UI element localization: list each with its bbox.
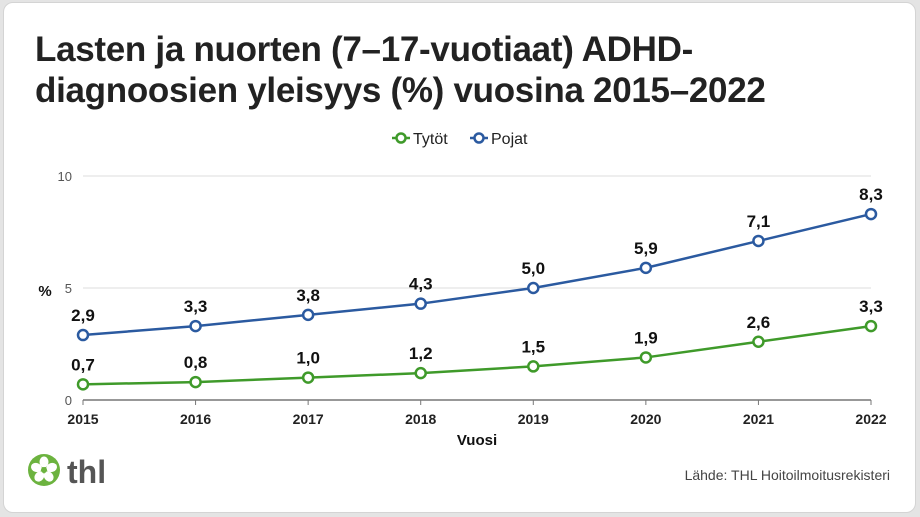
x-axis-title: Vuosi (457, 432, 497, 449)
data-point (864, 319, 878, 333)
data-point (414, 366, 427, 380)
data-point (527, 281, 540, 295)
data-point (301, 371, 315, 384)
legend-label: Tytöt (413, 131, 448, 148)
data-label: 4,3 (409, 275, 433, 294)
x-tick-label: 2015 (67, 411, 98, 427)
thl-logo: thl (27, 453, 127, 498)
x-tick-label: 2019 (518, 411, 549, 427)
data-label: 5,9 (634, 239, 658, 258)
data-point (414, 297, 427, 310)
data-point (752, 335, 765, 349)
source-note: Lähde: THL Hoitoilmoitusrekisteri (684, 467, 890, 483)
data-label: 0,7 (71, 355, 95, 374)
chart-title: Lasten ja nuorten (7–17-vuotiaat) ADHD- … (35, 29, 895, 111)
data-label: 2,6 (747, 313, 771, 332)
data-point (189, 319, 202, 333)
chart-card: Lasten ja nuorten (7–17-vuotiaat) ADHD- … (3, 2, 916, 513)
data-point (639, 261, 653, 275)
y-tick-label: 5 (65, 281, 72, 296)
data-label: 3,3 (184, 297, 208, 316)
data-point (76, 328, 90, 342)
series-line (82, 324, 872, 386)
legend-marker (395, 132, 407, 144)
legend-marker (473, 132, 485, 144)
x-tick-label: 2016 (180, 411, 211, 427)
flower-icon: thl (28, 454, 106, 490)
data-label: 1,0 (296, 349, 320, 368)
data-point (76, 378, 90, 391)
y-tick-label: 0 (65, 393, 72, 408)
data-label: 1,9 (634, 328, 658, 347)
data-label: 0,8 (184, 353, 208, 372)
svg-text:thl: thl (67, 454, 106, 490)
y-tick-label: 10 (58, 169, 72, 184)
x-tick-label: 2017 (293, 411, 324, 427)
title-line-1: Lasten ja nuorten (7–17-vuotiaat) ADHD- (35, 30, 693, 69)
data-label: 1,5 (521, 337, 545, 356)
data-label: 8,3 (859, 185, 883, 204)
data-label: 5,0 (521, 259, 545, 278)
data-label: 3,3 (859, 297, 883, 316)
x-tick-label: 2022 (855, 411, 886, 427)
data-point (639, 351, 653, 364)
data-point (864, 207, 878, 221)
data-point (301, 308, 315, 322)
data-label: 3,8 (296, 286, 320, 305)
data-label: 7,1 (747, 212, 771, 231)
legend-label: Pojat (491, 131, 528, 148)
x-tick-label: 2020 (630, 411, 661, 427)
data-point (527, 360, 540, 373)
series-line (82, 212, 872, 337)
title-line-2: diagnoosien yleisyys (%) vuosina 2015–20… (35, 71, 766, 110)
x-tick-label: 2021 (743, 411, 774, 427)
data-point (752, 234, 765, 248)
data-label: 2,9 (71, 306, 95, 325)
data-label: 1,2 (409, 344, 433, 363)
x-tick-label: 2018 (405, 411, 436, 427)
data-point (189, 375, 202, 389)
y-axis-title: % (38, 283, 51, 300)
